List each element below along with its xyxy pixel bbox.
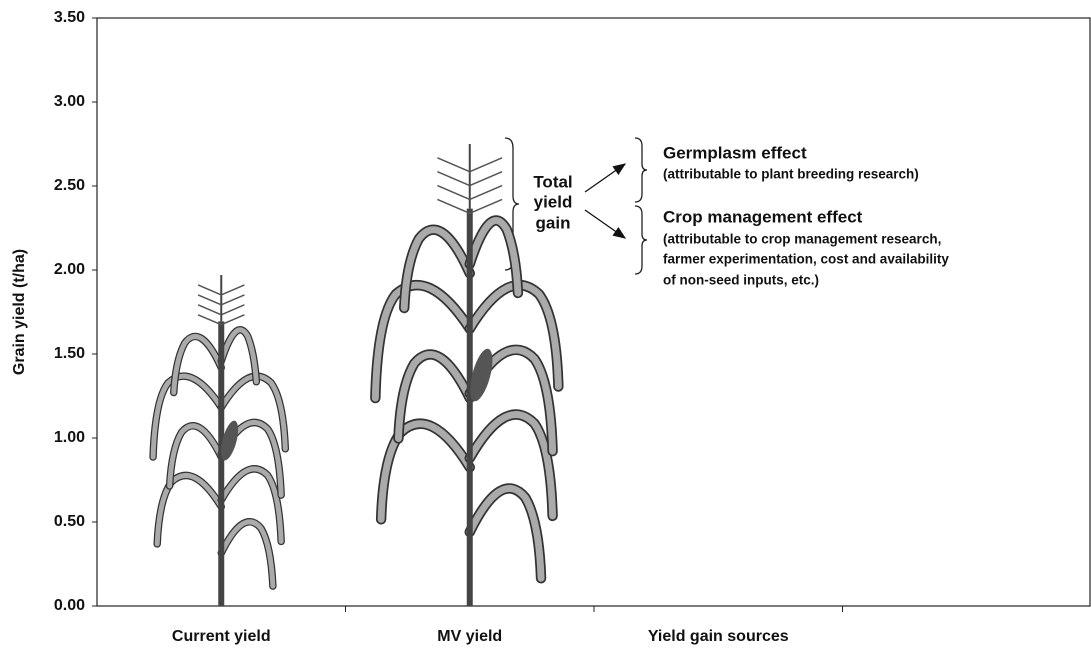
tassel <box>470 158 502 172</box>
annotation: Total <box>533 172 572 191</box>
x-tick-label: Current yield <box>172 628 271 645</box>
annotation: farmer experimentation, cost and availab… <box>663 252 949 267</box>
tassel <box>198 315 221 325</box>
tassel <box>437 199 469 213</box>
y-tick-label: 1.00 <box>54 429 85 446</box>
annotation: gain <box>536 213 571 232</box>
annotation: yield <box>534 192 573 211</box>
arrow <box>585 210 625 238</box>
tassel <box>198 285 221 295</box>
leaf <box>470 414 553 515</box>
tassel <box>437 158 469 172</box>
y-tick-label: 0.50 <box>54 513 85 530</box>
y-tick-label: 0.00 <box>54 597 85 614</box>
chart: Grain yield (t/ha) Total yield gain Germ… <box>0 0 1091 654</box>
y-tick-label: 3.50 <box>54 9 85 26</box>
annotation: (attributable to plant breeding research… <box>663 167 919 182</box>
brace <box>635 206 647 274</box>
plot-frame <box>97 18 1090 606</box>
leaf <box>470 488 541 578</box>
annotation: Germplasm effect <box>663 143 807 162</box>
brace <box>635 138 647 202</box>
tassel <box>470 186 502 200</box>
tassel <box>437 186 469 200</box>
annotation: Crop management effect <box>663 207 863 226</box>
tassel <box>198 295 221 305</box>
leaf <box>221 522 273 586</box>
arrow <box>585 164 625 192</box>
y-tick-label: 2.00 <box>54 261 85 278</box>
y-tick-label: 3.00 <box>54 93 85 110</box>
annotation: (attributable to crop management researc… <box>663 232 941 247</box>
tassel <box>437 172 469 186</box>
x-tick-label: MV yield <box>437 628 502 645</box>
tassel <box>221 315 244 325</box>
tassel <box>470 199 502 213</box>
tassel <box>198 305 221 315</box>
y-axis-label: Grain yield (t/ha) <box>11 249 28 375</box>
leaf <box>221 469 281 542</box>
tassel <box>221 285 244 295</box>
tassel <box>221 305 244 315</box>
annotation: of non-seed inputs, etc.) <box>663 273 819 288</box>
tassel <box>221 295 244 305</box>
y-tick-label: 2.50 <box>54 177 85 194</box>
x-tick-label: Yield gain sources <box>648 628 789 645</box>
y-tick-label: 1.50 <box>54 345 85 362</box>
tassel <box>470 172 502 186</box>
